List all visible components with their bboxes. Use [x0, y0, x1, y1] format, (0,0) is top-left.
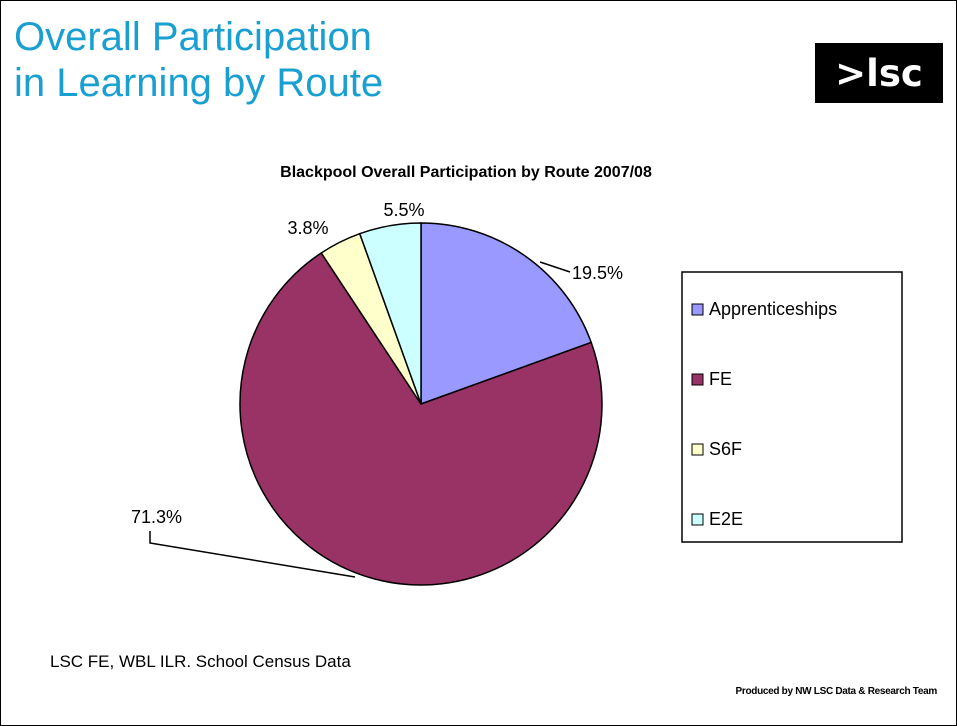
leader-lines — [149, 261, 571, 578]
legend-box — [681, 271, 903, 543]
slice-label-apprenticeships: 19.5% — [572, 263, 623, 283]
leader-line-fe — [149, 531, 356, 578]
legend-swatch-apprenticeships — [691, 303, 704, 316]
chart-title: Blackpool Overall Participation by Route… — [280, 164, 652, 181]
source-note: LSC FE, WBL ILR. School Census Data — [50, 652, 351, 671]
legend-swatch-e2e — [691, 513, 704, 526]
legend: Apprenticeships FE S6F E2E — [681, 271, 903, 543]
pie-slice-fe — [239, 251, 603, 586]
pie-slice-e2e — [358, 222, 422, 405]
legend-label-fe: FE — [709, 369, 732, 389]
slide-title: Overall Participation in Learning by Rou… — [14, 14, 383, 106]
slice-label-fe: 71.3% — [131, 507, 182, 527]
legend-label-s6f: S6F — [709, 439, 742, 459]
slice-label-s6f: 3.8% — [287, 218, 328, 238]
legend-swatch-fe — [691, 373, 704, 386]
slide-title-line1: Overall Participation — [14, 15, 372, 59]
pie-slice-apprenticeships — [420, 222, 593, 406]
legend-label-apprenticeships: Apprenticeships — [709, 299, 837, 319]
slide-title-line2: in Learning by Route — [14, 61, 384, 105]
credit-note: Produced by NW LSC Data & Research Team — [735, 686, 937, 697]
lsc-logo: >lsc — [815, 43, 943, 103]
pie-slices — [239, 222, 603, 586]
slice-label-e2e: 5.5% — [383, 200, 424, 220]
slice-labels: 19.5% 71.3% 3.8% 5.5% — [131, 200, 623, 527]
legend-swatch-s6f — [691, 443, 704, 456]
leader-line-apprenticeships — [539, 261, 571, 273]
legend-label-e2e: E2E — [709, 509, 743, 529]
